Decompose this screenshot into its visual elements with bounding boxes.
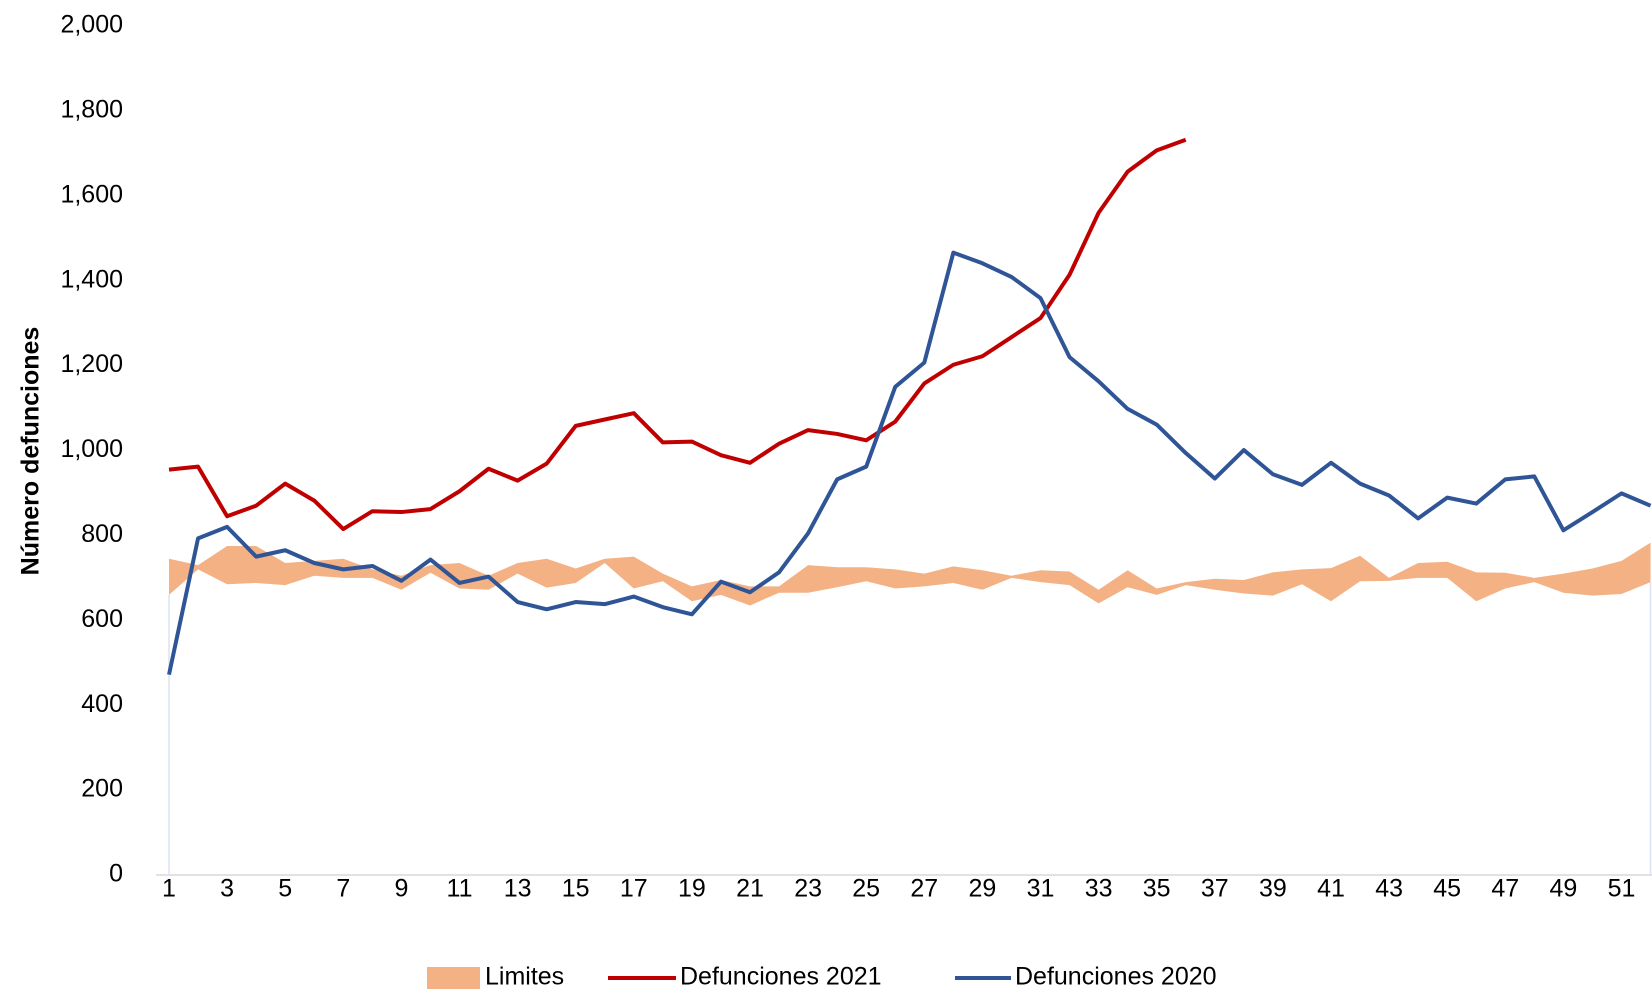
y-tick-label: 1,600 bbox=[60, 180, 123, 208]
y-tick-label: 2,000 bbox=[60, 11, 123, 39]
x-tick-label: 11 bbox=[447, 875, 473, 903]
x-tick-label: 41 bbox=[1317, 875, 1345, 903]
x-tick-label: 33 bbox=[1085, 875, 1113, 903]
legend-label: Limites bbox=[485, 963, 564, 991]
x-tick-label: 5 bbox=[278, 875, 292, 903]
x-tick-label: 27 bbox=[910, 875, 938, 903]
x-tick-label: 37 bbox=[1201, 875, 1229, 903]
y-tick-label: 200 bbox=[81, 775, 123, 803]
x-tick-label: 15 bbox=[562, 875, 590, 903]
x-tick-label: 51 bbox=[1608, 875, 1636, 903]
x-tick-label: 35 bbox=[1143, 875, 1171, 903]
x-tick-label: 9 bbox=[394, 875, 408, 903]
data-line bbox=[168, 137, 1187, 532]
x-tick-label: 25 bbox=[852, 875, 880, 903]
legend-label: Defunciones 2020 bbox=[1015, 963, 1217, 991]
x-tick-label: 19 bbox=[678, 875, 706, 903]
x-tick-label: 3 bbox=[220, 875, 234, 903]
x-tick-label: 7 bbox=[336, 875, 350, 903]
y-tick-label: 1,000 bbox=[60, 435, 123, 463]
data-line bbox=[167, 250, 1652, 676]
x-tick-label: 31 bbox=[1027, 875, 1055, 903]
x-tick-label: 49 bbox=[1549, 875, 1577, 903]
y-tick-label: 1,400 bbox=[60, 265, 123, 293]
x-tick-label: 45 bbox=[1433, 875, 1461, 903]
legend-label: Defunciones 2021 bbox=[680, 963, 882, 991]
x-tick-label: 23 bbox=[794, 875, 822, 903]
y-tick-label: 0 bbox=[109, 860, 123, 888]
x-tick-label: 47 bbox=[1491, 875, 1519, 903]
y-tick-label: 400 bbox=[81, 690, 123, 718]
y-tick-label: 1,800 bbox=[60, 96, 123, 124]
x-tick-label: 1 bbox=[162, 875, 176, 903]
x-tick-label: 29 bbox=[968, 875, 996, 903]
x-tick-label: 43 bbox=[1375, 875, 1403, 903]
x-tick-label: 39 bbox=[1259, 875, 1287, 903]
x-tick-label: 17 bbox=[620, 875, 648, 903]
band-area bbox=[169, 542, 1651, 606]
y-axis-title: Número defunciones bbox=[17, 327, 45, 576]
y-tick-label: 600 bbox=[81, 605, 123, 633]
legend-swatch bbox=[427, 967, 480, 989]
x-tick-label: 13 bbox=[504, 875, 532, 903]
y-tick-label: 1,200 bbox=[60, 350, 123, 378]
x-tick-label: 21 bbox=[736, 875, 764, 903]
y-tick-label: 800 bbox=[81, 520, 123, 548]
